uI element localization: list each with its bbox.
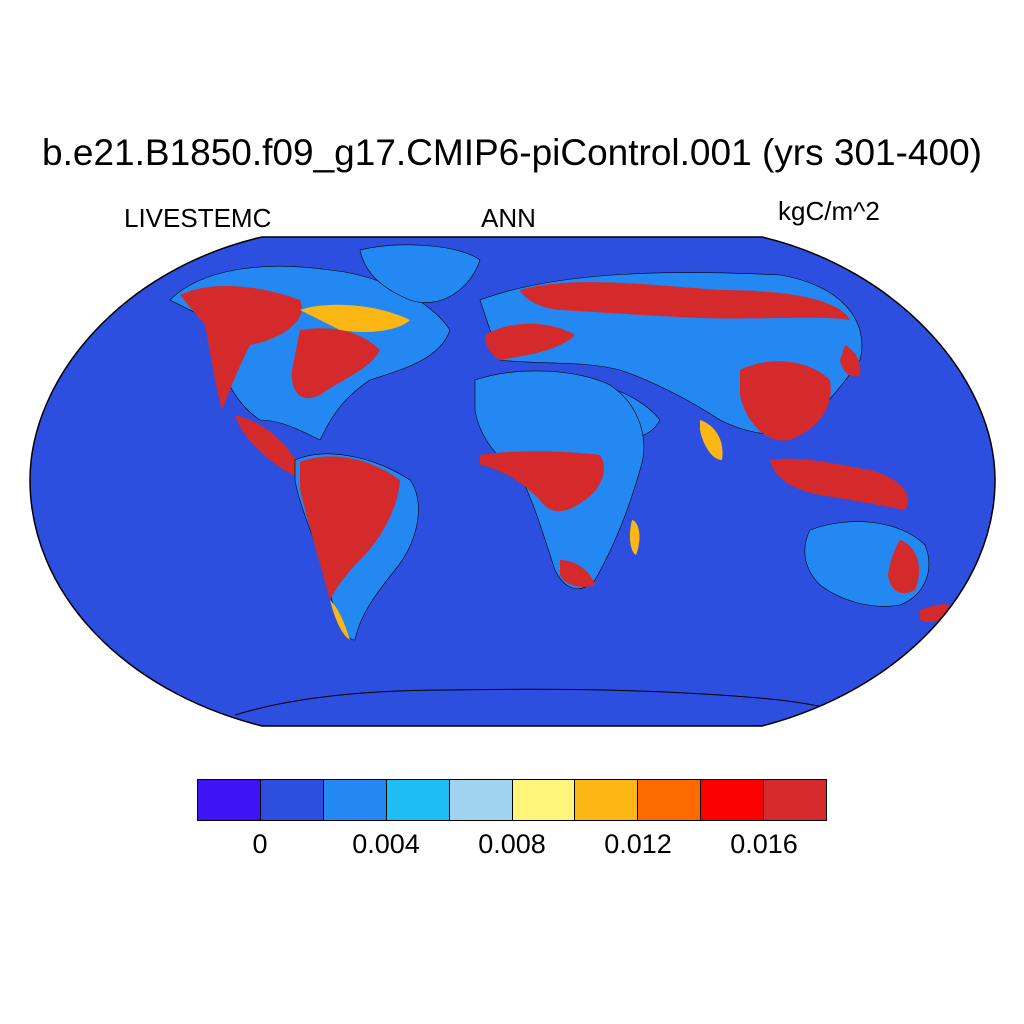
forest-north-america-west — [180, 285, 302, 410]
colorbar-tick-label: 0.016 — [730, 829, 798, 859]
forest-east-asia — [740, 361, 831, 441]
variable-label: LIVESTEMC — [124, 203, 272, 233]
colorbar-swatch — [385, 779, 450, 821]
colorbar-swatch — [197, 779, 261, 821]
season-label: ANN — [481, 203, 536, 233]
colorbar-tick-label: 0.008 — [478, 829, 546, 859]
antarctica-coastline — [234, 688, 871, 721]
colorbar-swatch — [322, 779, 387, 821]
colorbar-swatch — [763, 779, 828, 821]
forest-eastern-australia — [888, 540, 920, 594]
colorbar-swatch — [448, 779, 513, 821]
forest-central-africa — [480, 451, 605, 512]
colorbar — [197, 779, 828, 821]
colorbar-swatch — [574, 779, 639, 821]
forest-patagonia — [330, 600, 350, 640]
forest-boreal-canada — [300, 304, 410, 332]
colorbar-swatch — [259, 779, 324, 821]
forest-southern-africa — [560, 560, 595, 587]
colorbar-tick-label: 0 — [252, 829, 268, 859]
land-greenland — [359, 244, 481, 303]
map-title: b.e21.B1850.f09_g17.CMIP6-piControl.001 … — [42, 132, 982, 173]
colorbar-tick-label: 0.004 — [352, 829, 420, 859]
forest-scandinavia-russia — [520, 282, 850, 320]
land-madagascar — [629, 520, 640, 555]
colorbar-swatch — [511, 779, 576, 821]
units-label: kgC/m^2 — [778, 196, 880, 226]
forest-new-zealand — [920, 604, 955, 622]
forest-japan — [840, 345, 861, 377]
colorbar-swatch — [637, 779, 702, 821]
colorbar-tick-label: 0.012 — [604, 829, 672, 859]
forest-central-america — [235, 415, 310, 479]
colorbar-swatch — [700, 779, 765, 821]
forest-north-america-east — [291, 328, 380, 399]
forest-india — [700, 420, 723, 460]
map-border — [29, 236, 996, 727]
forest-western-europe — [485, 323, 575, 360]
forest-maritime-southeast-asia — [770, 458, 909, 510]
forest-amazon — [300, 456, 400, 600]
